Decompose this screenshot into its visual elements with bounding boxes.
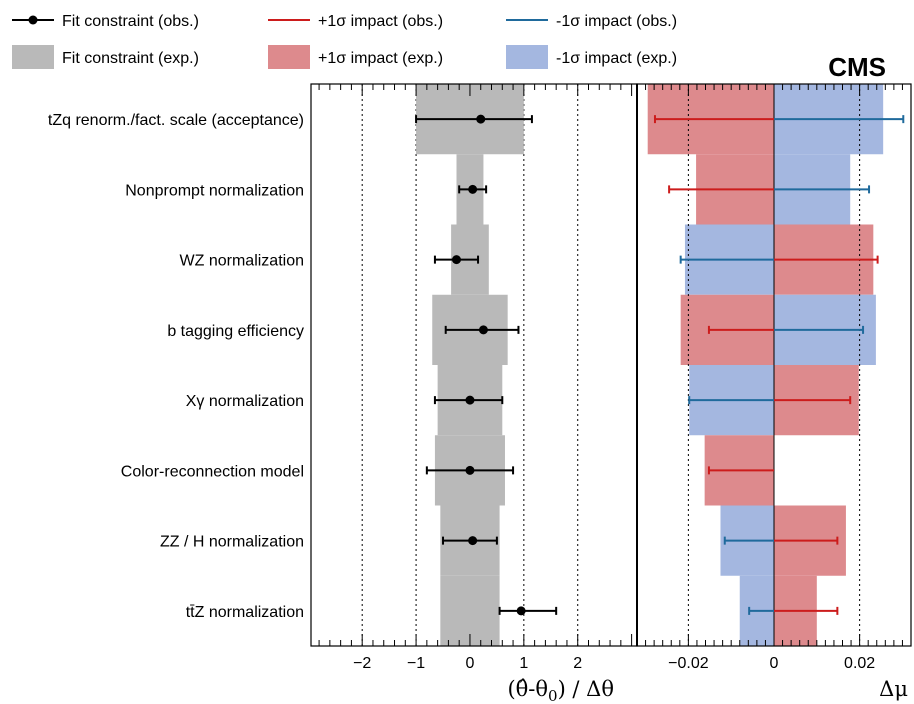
pull-marker <box>451 255 461 265</box>
legend-entry: +1σ impact (exp.) <box>268 45 443 69</box>
x-tick-label: 1 <box>519 655 528 672</box>
x-tick-label: 0 <box>466 655 475 672</box>
legend-swatch-box <box>12 45 54 69</box>
parameter-label: tt̄Z normalization <box>186 604 304 621</box>
legend-entry: +1σ impact (obs.) <box>268 13 443 30</box>
pull-marker <box>465 395 475 405</box>
legend: Fit constraint (obs.) +1σ impact (obs.) -1… <box>12 13 677 69</box>
cms-label: CMS <box>828 52 886 82</box>
legend-swatch-box <box>268 45 310 69</box>
legend-label: +1σ impact (obs.) <box>318 13 443 30</box>
legend-label: Fit constraint (obs.) <box>62 13 199 30</box>
legend-label: -1σ impact (exp.) <box>556 50 677 67</box>
x-tick-label: 0 <box>770 655 779 672</box>
legend-swatch-box <box>506 45 548 69</box>
legend-label: +1σ impact (exp.) <box>318 50 443 67</box>
x-tick-label: −2 <box>353 655 371 672</box>
legend-swatch-marker <box>28 15 38 25</box>
pull-marker <box>516 606 526 616</box>
x-tick-label: 0.02 <box>844 655 875 672</box>
parameter-label: b tagging efficiency <box>167 323 304 340</box>
pull-marker <box>468 536 478 546</box>
pull-marker <box>478 325 488 335</box>
x-tick-label: −0.02 <box>668 655 709 672</box>
legend-entry: -1σ impact (obs.) <box>506 13 677 30</box>
parameter-label: ZZ / H normalization <box>160 534 304 551</box>
x-axis-title: Δμ <box>879 677 908 701</box>
pull-marker <box>476 114 486 124</box>
x-axis-title: (θ̂-θ0) / Δθ <box>507 677 614 704</box>
x-tick-label: 2 <box>573 655 582 672</box>
parameter-labels: tZq renorm./fact. scale (acceptance) Nonp… <box>48 112 304 621</box>
pull-marker <box>468 184 478 194</box>
legend-entry: Fit constraint (exp.) <box>12 45 199 69</box>
pull-marker <box>465 465 475 475</box>
pull-panel: −2 −1 0 1 2 (θ̂-θ0) / Δθ <box>310 83 638 704</box>
parameter-label: tZq renorm./fact. scale (acceptance) <box>48 112 304 129</box>
legend-entry: -1σ impact (exp.) <box>506 45 677 69</box>
legend-entry: Fit constraint (obs.) <box>12 13 199 30</box>
legend-label: -1σ impact (obs.) <box>556 13 677 30</box>
x-tick-label: −1 <box>407 655 425 672</box>
parameter-label: Color-reconnection model <box>121 463 304 480</box>
parameter-label: WZ normalization <box>180 253 304 270</box>
legend-label: Fit constraint (exp.) <box>62 50 199 67</box>
parameter-label: Nonprompt normalization <box>125 182 304 199</box>
parameter-label: Xγ normalization <box>186 393 304 410</box>
